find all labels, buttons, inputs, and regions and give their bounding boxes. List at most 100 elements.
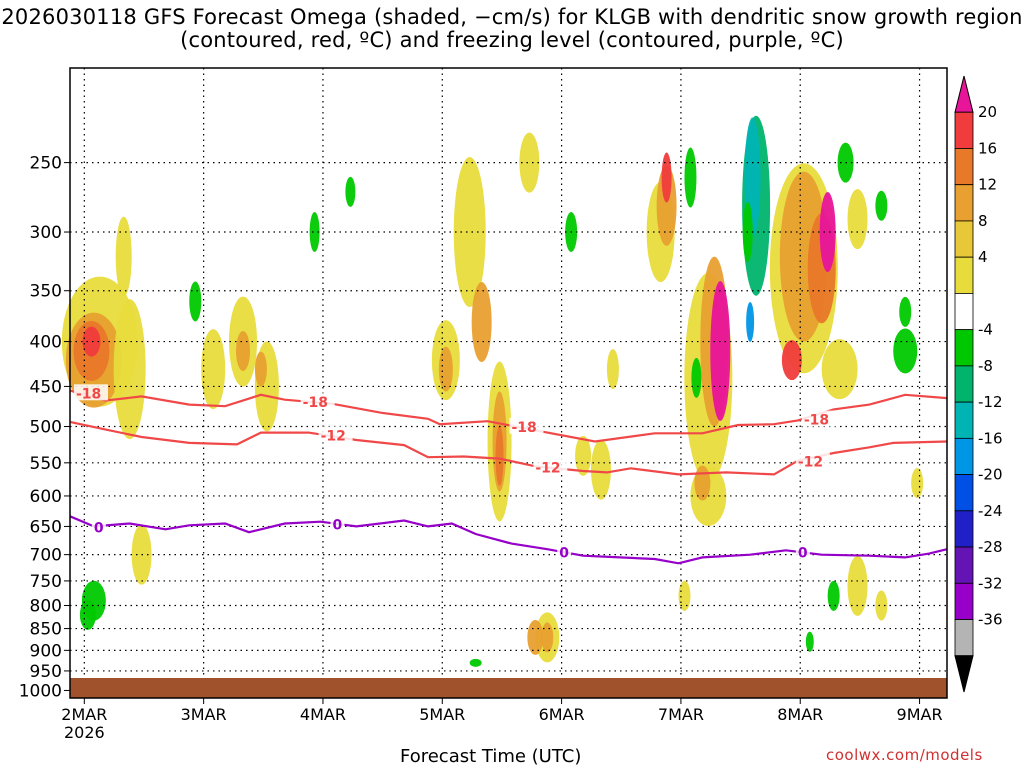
contour-label-bg xyxy=(318,426,353,443)
omega-blob xyxy=(495,425,504,486)
colorbar-label: -16 xyxy=(978,429,1003,447)
omega-blob xyxy=(309,212,320,253)
omega-blob xyxy=(656,165,677,246)
y-tick-label: 450 xyxy=(30,377,62,397)
omega-blob xyxy=(899,296,912,327)
omega-blob xyxy=(453,157,486,308)
omega-blob xyxy=(821,339,858,400)
colorbar-label: -20 xyxy=(978,466,1003,484)
colorbar-swatch xyxy=(954,365,974,403)
colorbar-label: -36 xyxy=(978,611,1003,629)
colorbar-label: -12 xyxy=(978,393,1003,411)
x-tick-label: 7MAR xyxy=(658,705,704,724)
contour-label: -18 xyxy=(804,413,829,429)
colorbar-label: 20 xyxy=(978,103,997,121)
contour-label: 0 xyxy=(559,545,569,561)
contour-label-bg xyxy=(330,515,345,532)
omega-blob xyxy=(471,282,492,363)
x-tick-label: 3MAR xyxy=(181,705,227,724)
temperature-contours: -18 -18 -18 -18 -12 -12 -12 0 0 0 0 xyxy=(69,384,948,565)
omega-blob xyxy=(79,599,96,630)
colorbar-swatch xyxy=(954,546,974,584)
colorbar-swatch xyxy=(954,582,974,620)
y-tick-label: 600 xyxy=(30,487,62,507)
colorbar-swatch xyxy=(954,220,974,258)
colorbar-swatch xyxy=(954,148,974,186)
y-tick-label: 300 xyxy=(30,223,62,243)
omega-blob xyxy=(189,281,202,322)
x-tick-label: 9MAR xyxy=(897,705,943,724)
omega-blob xyxy=(710,280,731,421)
y-tick-label: 350 xyxy=(30,282,62,302)
y-tick-label: 650 xyxy=(30,517,62,537)
colorbar-swatch xyxy=(954,401,974,439)
y-tick-label: 1000 xyxy=(19,681,62,701)
pressure-gridlines xyxy=(70,68,947,698)
omega-blob xyxy=(694,465,711,501)
colorbar: 20 16 12 8 4 -4 -8 -12 -16 -20 -24 -28 -32 -36 xyxy=(954,75,1003,693)
omega-blob xyxy=(201,329,226,410)
omega-blob xyxy=(469,658,482,667)
colorbar-label: -32 xyxy=(978,574,1003,592)
x-tick-label: 2MAR xyxy=(61,705,107,724)
x-tick-label: 8MAR xyxy=(777,705,823,724)
contour-label-bg xyxy=(795,543,810,560)
colorbar-label: -28 xyxy=(978,538,1003,556)
omega-blob xyxy=(606,349,619,390)
omega-blob xyxy=(438,346,453,392)
omega-blob xyxy=(911,468,924,499)
colorbar-swatch xyxy=(954,510,974,548)
omega-blob xyxy=(236,330,251,371)
x-tick-label: 5MAR xyxy=(419,705,465,724)
colorbar-swatch xyxy=(954,184,974,222)
colorbar-label: -24 xyxy=(978,502,1003,520)
omega-blob xyxy=(875,590,888,621)
omega-blob xyxy=(661,152,672,203)
omega-blob xyxy=(527,619,544,655)
omega-blob xyxy=(827,580,840,611)
omega-blob xyxy=(519,132,540,193)
contour-label: -18 xyxy=(76,386,101,402)
terrain-strip xyxy=(70,678,947,698)
y-tick-label: 400 xyxy=(30,333,62,353)
omega-blob xyxy=(781,340,802,381)
colorbar-label: 8 xyxy=(978,212,988,230)
contour-label-bg xyxy=(801,410,836,427)
omega-blob xyxy=(115,216,132,297)
contour-label: 0 xyxy=(333,517,343,533)
omega-blob xyxy=(684,147,697,208)
colorbar-swatch xyxy=(954,293,974,331)
y-tick-label: 900 xyxy=(30,641,62,661)
omega-blob xyxy=(82,326,101,357)
omega-blob xyxy=(875,190,888,221)
colorbar-swatch xyxy=(954,329,974,367)
contour-label: -18 xyxy=(303,395,328,411)
colorbar-label: 12 xyxy=(978,176,997,194)
contour-label: 0 xyxy=(94,520,104,536)
x-axis-label: Forecast Time (UTC) xyxy=(400,746,582,767)
y-tick-label: 850 xyxy=(30,620,62,640)
y-tick-label: 250 xyxy=(30,154,62,174)
colorbar-label: -4 xyxy=(978,321,993,339)
omega-blob xyxy=(575,435,592,476)
omega-blob xyxy=(678,580,691,611)
omega-blob xyxy=(541,622,554,653)
y-tick-label: 500 xyxy=(30,418,62,438)
y-tick-label: 700 xyxy=(30,546,62,566)
omega-blob xyxy=(691,357,702,398)
contour-label: -18 xyxy=(511,420,536,436)
colorbar-swatch xyxy=(954,619,974,657)
y-tick-label: 550 xyxy=(30,454,62,474)
contour-label-bg xyxy=(73,384,108,401)
colorbar-label: 16 xyxy=(978,139,997,157)
omega-blob xyxy=(113,299,146,440)
omega-blob xyxy=(847,189,868,250)
omega-blob xyxy=(345,176,356,207)
colorbar-label: 4 xyxy=(978,248,988,266)
credit-link[interactable]: coolwx.com/models xyxy=(826,746,983,764)
omega-blob xyxy=(893,328,918,374)
omega-blob xyxy=(805,631,814,652)
colorbar-label: -8 xyxy=(978,357,993,375)
x-tick-label: 4MAR xyxy=(300,705,346,724)
